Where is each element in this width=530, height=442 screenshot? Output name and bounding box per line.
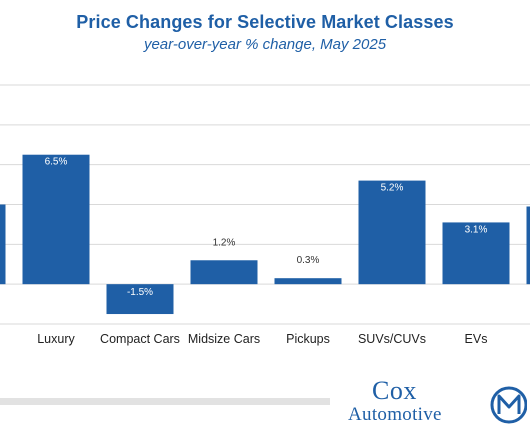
chart-title: Price Changes for Selective Market Class… [76,12,454,32]
bar [106,284,174,315]
category-label: Midsize Cars [188,332,260,346]
logo-word-automotive: Automotive [348,404,442,425]
bar [442,222,510,285]
data-label: 1.2% [213,237,236,248]
data-label: 5.2% [381,183,404,194]
data-label: 0.3% [297,255,320,266]
bar-chart: 6.5% Luxury -1.5% Compact Cars 1.2% Midsize C… [0,84,530,346]
cox-automotive-logo: Cox Automotive [348,376,478,425]
category-label: EVs [465,332,488,346]
footer-divider [0,398,330,405]
bar [190,260,258,285]
logo-word-cox: Cox [372,376,417,405]
category-label: SUVs/CUVs [358,332,426,346]
category-label: Luxury [37,332,75,346]
bar [358,180,426,285]
chart-subtitle: year-over-year % change, May 2025 [143,36,387,53]
manheim-m-icon [490,386,527,424]
bar [22,154,90,285]
data-label: 3.1% [465,224,488,235]
category-label: Pickups [286,332,330,346]
bar [0,204,6,285]
bar [274,278,342,285]
data-label: -1.5% [127,287,153,298]
bar [526,206,530,285]
category-label: Compact Cars [100,332,180,346]
data-label: 6.5% [45,157,68,168]
